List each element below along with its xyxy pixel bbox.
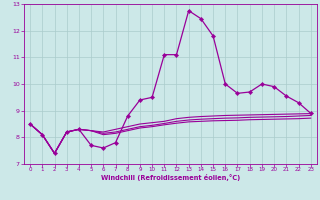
X-axis label: Windchill (Refroidissement éolien,°C): Windchill (Refroidissement éolien,°C)	[101, 174, 240, 181]
